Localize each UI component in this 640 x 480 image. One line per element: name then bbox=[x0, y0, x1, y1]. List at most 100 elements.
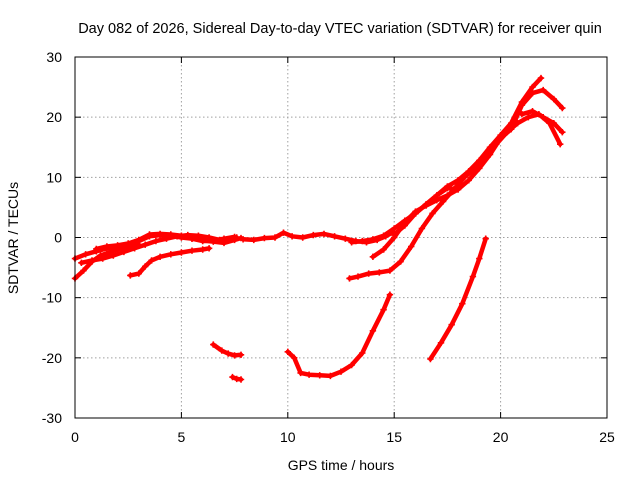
data-point bbox=[120, 248, 128, 256]
data-point bbox=[327, 372, 334, 380]
x-tick-label: 15 bbox=[386, 429, 402, 445]
data-point bbox=[346, 275, 353, 282]
y-tick-label: 20 bbox=[46, 109, 62, 125]
data-point bbox=[131, 245, 138, 252]
data-point bbox=[82, 251, 89, 258]
series-arc-10 bbox=[348, 185, 462, 246]
x-tick-label: 0 bbox=[71, 429, 79, 445]
data-point bbox=[205, 245, 213, 252]
data-point bbox=[135, 236, 142, 244]
data-point bbox=[525, 114, 532, 121]
data-point bbox=[220, 235, 228, 242]
data-point bbox=[156, 253, 164, 260]
data-point bbox=[465, 177, 472, 184]
series-line bbox=[285, 292, 393, 379]
data-point bbox=[178, 249, 185, 256]
data-point bbox=[80, 267, 87, 274]
y-tick-label: 30 bbox=[46, 49, 62, 65]
data-point bbox=[559, 129, 566, 136]
data-point bbox=[518, 98, 526, 106]
data-point bbox=[297, 369, 304, 377]
data-point bbox=[448, 321, 455, 328]
data-point bbox=[444, 183, 451, 190]
data-point bbox=[225, 350, 232, 357]
data-point bbox=[529, 108, 536, 115]
data-point bbox=[348, 239, 355, 246]
series-arc-15 bbox=[518, 108, 566, 136]
series-line bbox=[519, 108, 565, 135]
data-point bbox=[482, 235, 489, 242]
data-point bbox=[469, 273, 477, 280]
data-point bbox=[459, 300, 466, 307]
data-point bbox=[550, 120, 557, 127]
series-arc-5 bbox=[93, 230, 238, 253]
data-point bbox=[288, 233, 296, 240]
data-point bbox=[476, 157, 483, 164]
data-point bbox=[465, 168, 472, 175]
data-point bbox=[550, 95, 557, 103]
y-axis-label: SDTVAR / TECUs bbox=[5, 182, 21, 294]
data-point bbox=[199, 237, 206, 245]
data-point bbox=[99, 255, 106, 262]
y-tick-label: -10 bbox=[42, 290, 62, 306]
data-point bbox=[199, 246, 206, 253]
data-point bbox=[454, 186, 462, 193]
data-point bbox=[231, 352, 238, 359]
data-point bbox=[391, 225, 398, 232]
data-point bbox=[239, 236, 247, 243]
data-point bbox=[359, 237, 366, 245]
data-point bbox=[408, 243, 415, 250]
data-point bbox=[342, 235, 349, 242]
data-point bbox=[386, 291, 394, 298]
x-tick-label: 5 bbox=[178, 429, 186, 445]
data-point bbox=[444, 192, 451, 199]
data-point bbox=[135, 270, 142, 277]
data-point bbox=[93, 245, 100, 253]
data-point bbox=[429, 210, 436, 217]
data-point bbox=[291, 354, 298, 361]
data-layer bbox=[71, 74, 566, 383]
data-point bbox=[486, 151, 494, 158]
chart-title: Day 082 of 2026, Sidereal Day-to-day VTE… bbox=[78, 21, 602, 37]
data-point bbox=[305, 371, 313, 378]
data-point bbox=[261, 234, 268, 242]
tick-layer: 0 5 10 15 20 25 -30 -20 -10 0 10 20 30 bbox=[42, 49, 615, 445]
series-arc-11 bbox=[346, 111, 564, 282]
data-point bbox=[427, 355, 434, 363]
data-point bbox=[486, 144, 494, 151]
data-point bbox=[163, 235, 170, 242]
series-line bbox=[428, 236, 488, 362]
data-point bbox=[125, 240, 132, 247]
data-point bbox=[369, 236, 377, 243]
data-point bbox=[188, 235, 196, 242]
y-tick-label: 0 bbox=[54, 230, 62, 246]
data-point bbox=[476, 165, 483, 172]
series-line bbox=[128, 246, 212, 278]
data-point bbox=[376, 269, 383, 276]
data-point bbox=[310, 231, 317, 239]
data-point bbox=[178, 232, 185, 239]
data-point bbox=[437, 339, 445, 346]
data-point bbox=[156, 230, 164, 238]
data-point bbox=[299, 234, 306, 241]
data-point bbox=[114, 242, 121, 249]
data-point bbox=[369, 327, 377, 334]
data-point bbox=[380, 246, 387, 253]
x-tick-label: 20 bbox=[493, 429, 509, 445]
data-point bbox=[152, 237, 160, 245]
data-point bbox=[231, 233, 238, 241]
data-point bbox=[142, 241, 149, 248]
y-tick-label: -30 bbox=[42, 410, 62, 426]
data-point bbox=[348, 361, 355, 369]
data-point bbox=[210, 237, 217, 244]
data-point bbox=[380, 232, 387, 239]
series-arc-14 bbox=[391, 74, 545, 238]
data-point bbox=[210, 341, 217, 348]
data-point bbox=[284, 348, 291, 355]
series-arc-9 bbox=[284, 291, 394, 380]
data-point bbox=[88, 257, 96, 264]
data-point bbox=[454, 177, 462, 184]
data-point bbox=[508, 120, 515, 127]
data-point bbox=[476, 255, 483, 262]
